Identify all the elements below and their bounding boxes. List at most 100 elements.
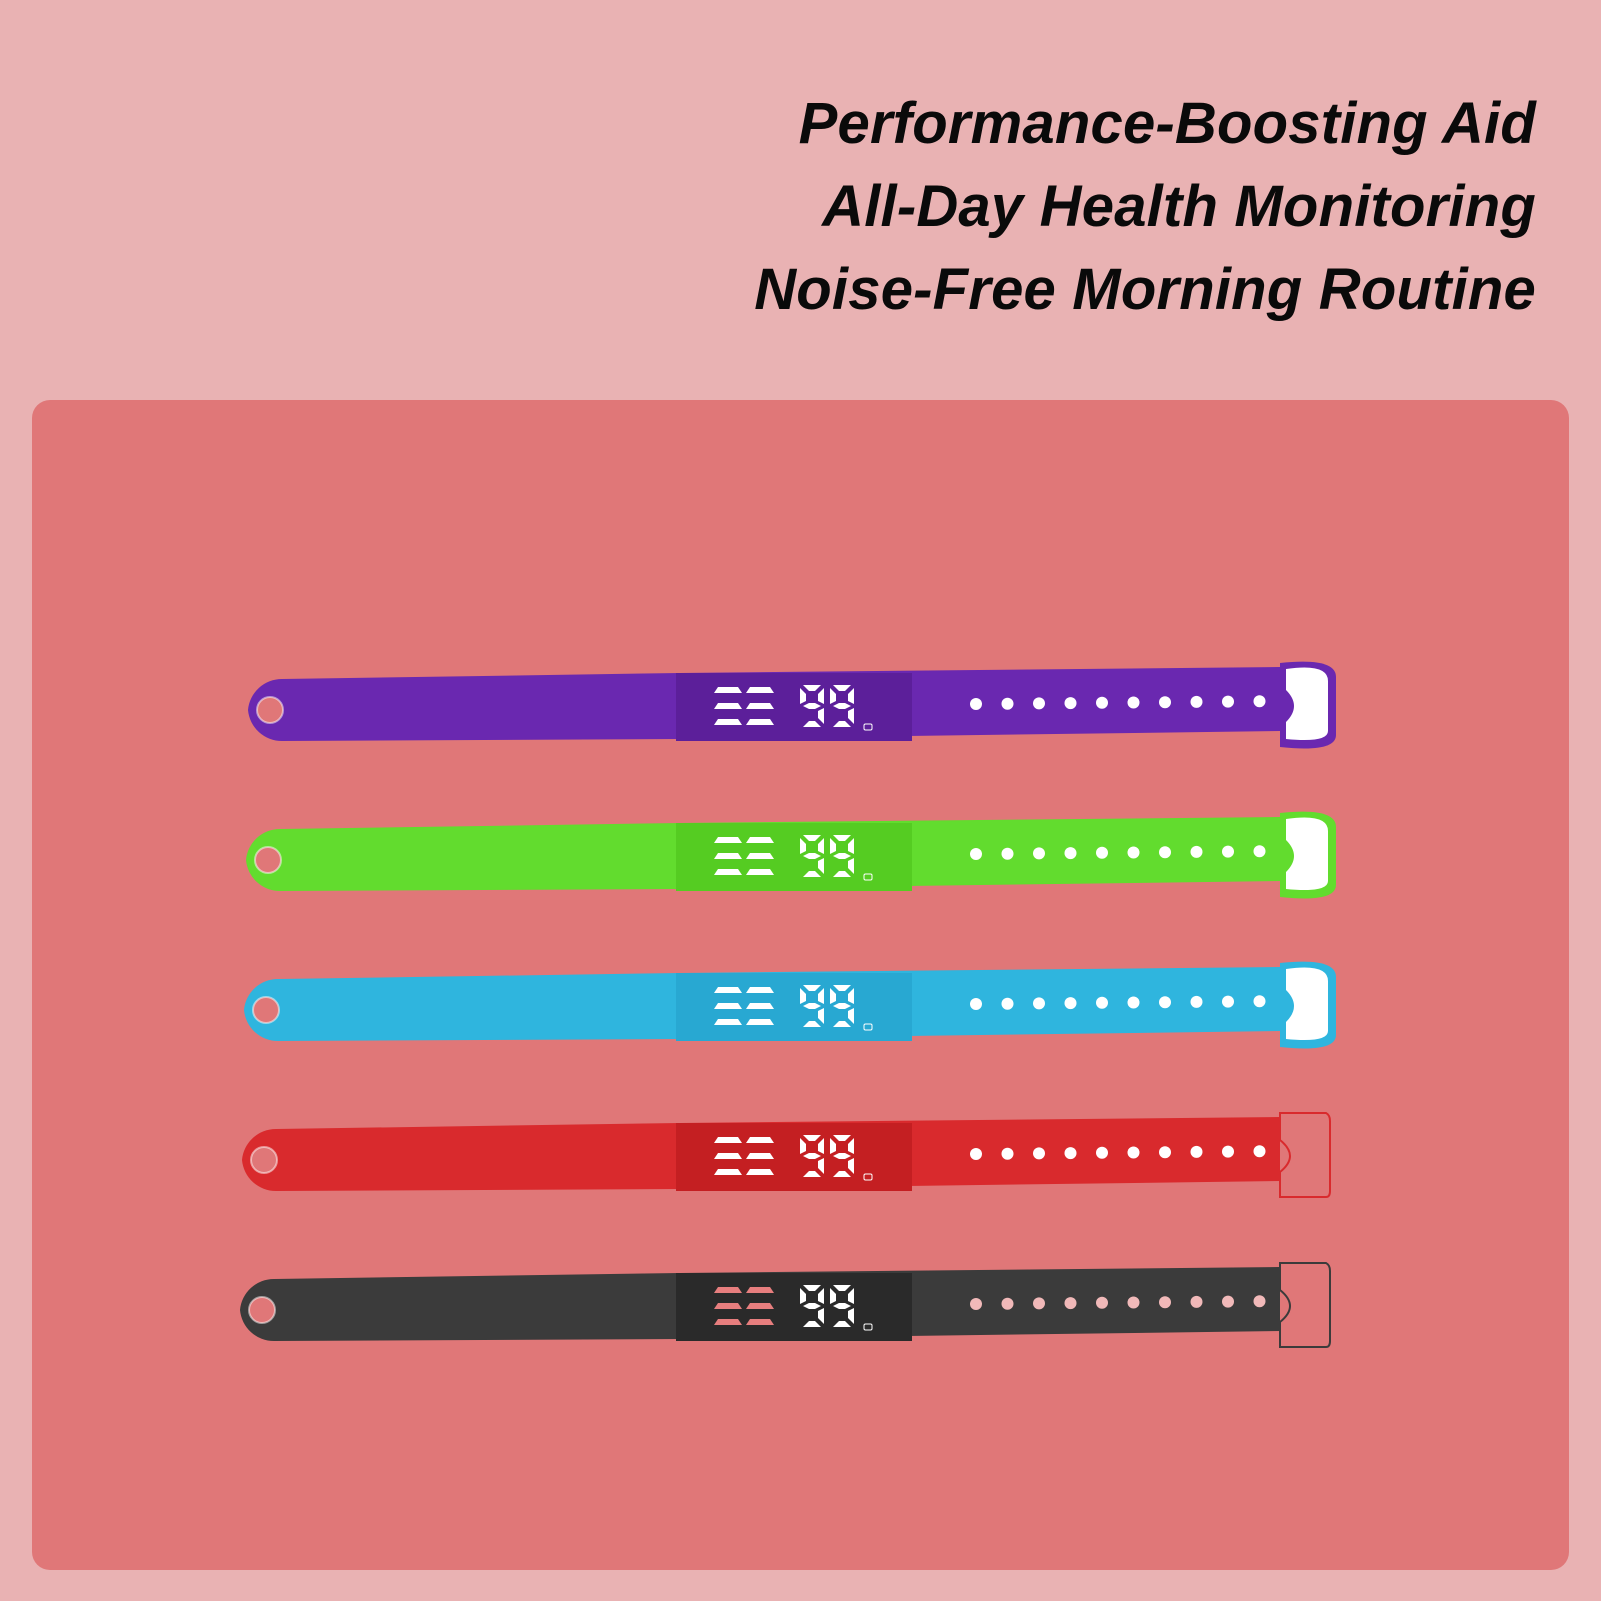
adjustment-hole (1033, 1297, 1045, 1310)
led-dash (714, 1287, 742, 1293)
led-dash (714, 1319, 742, 1325)
led-digit-segment (830, 838, 836, 854)
strap-loop-hole (250, 1146, 278, 1174)
led-digit-segment (818, 1158, 824, 1174)
led-digit-segment (848, 838, 854, 854)
led-dash (714, 1019, 742, 1025)
led-dash (714, 1003, 742, 1009)
led-digit-segment (803, 721, 821, 727)
led-digit-segment (830, 1288, 836, 1304)
led-digit-segment (833, 1171, 851, 1177)
led-dash (746, 853, 774, 859)
headline: Performance-Boosting Aid All-Day Health … (754, 82, 1536, 331)
led-digit-segment (803, 703, 821, 709)
adjustment-hole (1159, 996, 1171, 1009)
led-digit-segment (803, 1285, 821, 1291)
led-dash (714, 987, 742, 993)
led-digit-segment (803, 1153, 821, 1159)
adjustment-hole (1190, 995, 1203, 1008)
adjustment-hole (1064, 997, 1077, 1010)
led-digit-segment (848, 688, 854, 704)
led-digit-segment (803, 1135, 821, 1141)
adjustment-hole (1096, 846, 1108, 859)
adjustment-hole (1064, 1147, 1077, 1160)
adjustment-hole (1096, 996, 1108, 1009)
led-digit-segment (818, 858, 824, 874)
adjustment-hole (1222, 845, 1234, 858)
adjustment-hole (1127, 696, 1140, 709)
led-digit-segment (803, 685, 821, 691)
adjustment-hole (1190, 845, 1203, 858)
led-digit-segment (803, 871, 821, 877)
wristband-purple (248, 661, 1336, 749)
led-digit-segment (830, 688, 836, 704)
adjustment-hole (1096, 1296, 1108, 1309)
led-digit-segment (833, 1153, 851, 1159)
clasp-frame (1279, 1262, 1331, 1348)
led-digit-segment (818, 1138, 824, 1154)
clasp-buckle (1286, 667, 1328, 740)
battery-icon (863, 1323, 873, 1331)
adjustment-hole (1159, 696, 1171, 709)
led-digit-segment (848, 1308, 854, 1324)
led-dash (714, 853, 742, 859)
adjustment-hole (1222, 1145, 1234, 1158)
led-dash (746, 703, 774, 709)
strap-loop-hole (252, 996, 280, 1024)
adjustment-hole (1033, 1147, 1045, 1160)
led-dash (746, 1019, 774, 1025)
led-digit-segment (818, 708, 824, 724)
led-dash (746, 1287, 774, 1293)
led-digit-segment (833, 1285, 851, 1291)
led-digit-segment (848, 1158, 854, 1174)
led-dash (746, 1153, 774, 1159)
led-dash (714, 687, 742, 693)
led-dash (746, 1303, 774, 1309)
display-window (676, 1273, 912, 1341)
led-digit-segment (803, 1003, 821, 1009)
led-digit-segment (800, 1138, 806, 1154)
led-digit-segment (848, 1138, 854, 1154)
led-dash (746, 869, 774, 875)
adjustment-hole (1253, 1295, 1266, 1308)
led-digit-segment (800, 838, 806, 854)
led-dash (746, 1003, 774, 1009)
led-digit-segment (803, 1171, 821, 1177)
led-dash (746, 1137, 774, 1143)
led-digit-segment (833, 871, 851, 877)
adjustment-hole (1096, 696, 1108, 709)
adjustment-hole (1222, 995, 1234, 1008)
led-dash (714, 837, 742, 843)
battery-icon (863, 873, 873, 881)
led-dash (746, 1319, 774, 1325)
adjustment-hole (1190, 695, 1203, 708)
led-dash (714, 1137, 742, 1143)
strap-loop-hole (254, 846, 282, 874)
led-digit-segment (803, 1321, 821, 1327)
led-digit-segment (818, 988, 824, 1004)
adjustment-hole (970, 1298, 982, 1310)
led-digit-segment (800, 1288, 806, 1304)
adjustment-hole (1127, 1296, 1140, 1309)
adjustment-hole (1033, 697, 1045, 710)
led-digit-segment (803, 1021, 821, 1027)
wristband-blue (244, 961, 1336, 1049)
led-digit-segment (830, 988, 836, 1004)
led-digit-segment (833, 1135, 851, 1141)
adjustment-hole (1001, 1147, 1014, 1160)
adjustment-hole (1222, 695, 1234, 708)
display-window (676, 823, 912, 891)
led-digit-segment (803, 835, 821, 841)
adjustment-hole (1159, 1296, 1171, 1309)
adjustment-hole (1253, 845, 1266, 858)
adjustment-hole (1127, 1146, 1140, 1159)
strap-loop-hole (248, 1296, 276, 1324)
headline-line-3: Noise-Free Morning Routine (754, 257, 1536, 322)
led-digit-segment (818, 1288, 824, 1304)
wristband-black (240, 1262, 1331, 1348)
adjustment-hole (1033, 847, 1045, 860)
adjustment-hole (1127, 846, 1140, 859)
display-window (676, 673, 912, 741)
led-digit-segment (848, 858, 854, 874)
adjustment-hole (970, 698, 982, 710)
